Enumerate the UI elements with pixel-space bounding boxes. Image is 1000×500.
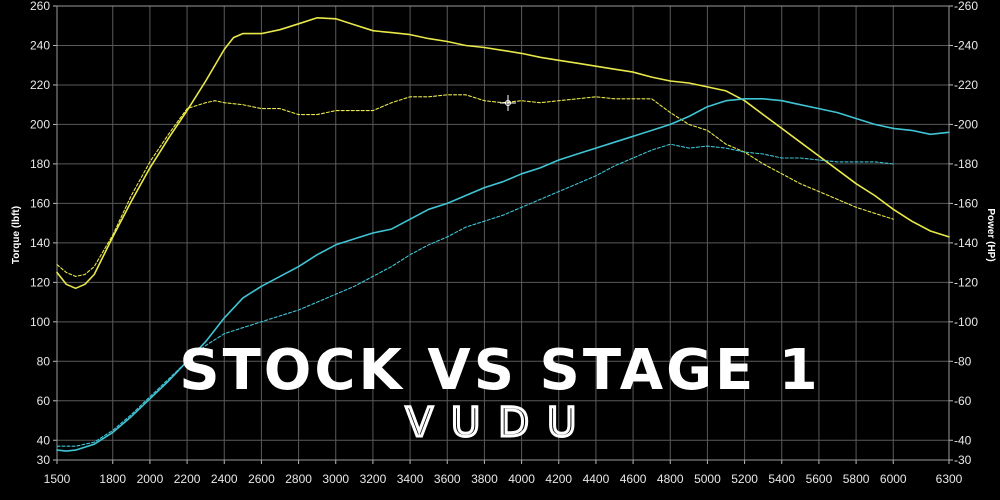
series-group bbox=[56, 17, 950, 452]
x-tick-label: 2600 bbox=[248, 472, 275, 486]
y-tick-label-right: -240 bbox=[954, 38, 978, 52]
series-line-1-dashed bbox=[56, 94, 894, 277]
x-tick-label: 6300 bbox=[936, 472, 963, 486]
x-tick-label: 3000 bbox=[322, 472, 349, 486]
grid bbox=[53, 5, 953, 464]
y-tick-label-left: 200 bbox=[30, 117, 50, 131]
y-tick-label-right: -260 bbox=[954, 0, 978, 13]
x-tick-label: 5400 bbox=[768, 472, 795, 486]
y-tick-label-right: -100 bbox=[954, 315, 978, 329]
x-tick-label: 2000 bbox=[137, 472, 164, 486]
x-tick-label: 2200 bbox=[174, 472, 201, 486]
brand-logo: VUDU bbox=[406, 400, 595, 446]
y-tick-label-right: -80 bbox=[954, 354, 972, 368]
x-tick-label: 3600 bbox=[434, 472, 461, 486]
y-tick-label-right: -180 bbox=[954, 157, 978, 171]
y-axis-title-right: Power (HP) bbox=[985, 208, 996, 261]
x-tick-label: 3400 bbox=[397, 472, 424, 486]
x-tick-label: 5200 bbox=[731, 472, 758, 486]
y-tick-label-left: 240 bbox=[30, 38, 50, 52]
x-tick-label: 4000 bbox=[508, 472, 535, 486]
y-tick-label-left: 260 bbox=[30, 0, 50, 13]
y-tick-label-left: 40 bbox=[37, 433, 51, 447]
x-tick-label: 1800 bbox=[99, 472, 126, 486]
y-axis-title-left: Torque (lbft) bbox=[11, 206, 22, 264]
y-tick-label-left: 100 bbox=[30, 315, 50, 329]
crosshair-cursor-icon bbox=[500, 95, 516, 111]
y-tick-label-right: -60 bbox=[954, 394, 972, 408]
x-tick-label: 4800 bbox=[657, 472, 684, 486]
x-tick-label: 5000 bbox=[694, 472, 721, 486]
y-tick-label-right: -160 bbox=[954, 196, 978, 210]
x-tick-label: 4400 bbox=[583, 472, 610, 486]
y-tick-label-right: -200 bbox=[954, 117, 978, 131]
y-tick-label-right: -140 bbox=[954, 236, 978, 250]
y-tick-label-left: 80 bbox=[37, 354, 51, 368]
y-tick-label-left: 180 bbox=[30, 157, 50, 171]
y-tick-label-left: 120 bbox=[30, 275, 50, 289]
overlay-title: STOCK VS STAGE 1 bbox=[179, 338, 821, 403]
y-tick-label-left: 30 bbox=[37, 453, 51, 467]
y-tick-label-left: 220 bbox=[30, 78, 50, 92]
y-tick-label-right: -30 bbox=[954, 453, 972, 467]
tick-labels: 1500 1800 2000 2200 2400 2600 2800 3000 3200 3400… bbox=[30, 0, 978, 486]
x-tick-label: 4200 bbox=[545, 472, 572, 486]
x-tick-label: 2400 bbox=[211, 472, 238, 486]
series-line-3-dashed bbox=[56, 143, 894, 447]
series-line-0-solid bbox=[56, 17, 950, 290]
y-tick-label-right: -120 bbox=[954, 275, 978, 289]
plot-frame bbox=[56, 5, 950, 461]
x-tick-label: 4600 bbox=[620, 472, 647, 486]
y-tick-label-left: 60 bbox=[37, 394, 51, 408]
y-tick-label-left: 160 bbox=[30, 196, 50, 210]
y-tick-label-left: 140 bbox=[30, 236, 50, 250]
x-tick-label: 6000 bbox=[880, 472, 907, 486]
x-tick-label: 5800 bbox=[843, 472, 870, 486]
x-tick-label: 3800 bbox=[471, 472, 498, 486]
y-tick-label-right: -40 bbox=[954, 433, 972, 447]
x-tick-label: 5600 bbox=[806, 472, 833, 486]
x-tick-label: 1500 bbox=[44, 472, 71, 486]
y-tick-label-right: -220 bbox=[954, 78, 978, 92]
x-tick-label: 2800 bbox=[285, 472, 312, 486]
x-tick-label: 3200 bbox=[360, 472, 387, 486]
